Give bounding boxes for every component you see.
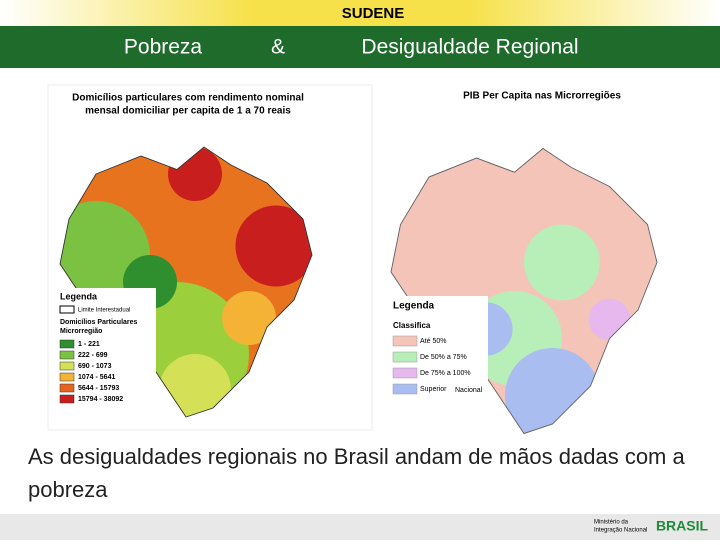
- legend-label: De 75% a 100%: [420, 370, 471, 377]
- legend-group: Microrregião: [60, 328, 102, 335]
- footer-band: [0, 514, 720, 540]
- border-swatch: [59, 305, 75, 314]
- legend-swatch: [59, 361, 75, 371]
- right-map-title: PIB Per Capita nas Microrregiões: [463, 91, 621, 102]
- legend-label: Limite Interestadual: [78, 308, 130, 314]
- title-left: Pobreza: [124, 36, 203, 59]
- legend-label: 5644 - 15793: [78, 385, 119, 392]
- legend-swatch: [59, 383, 75, 393]
- legend-label: 222 - 699: [78, 352, 108, 359]
- caption: As desigualdades regionais no Brasil and…: [28, 444, 685, 502]
- legend-group: Classifica: [393, 321, 431, 330]
- legend-swatch: [392, 351, 418, 363]
- legend-label: 1074 - 5641: [78, 374, 115, 381]
- right-legend-box: [390, 296, 488, 400]
- legend-title: Legenda: [60, 291, 98, 301]
- legend-swatch: [59, 394, 75, 404]
- legend-extra: Nacional: [455, 387, 483, 394]
- legend-label: 1 - 221: [78, 341, 100, 348]
- title-amp: &: [271, 36, 285, 59]
- ministry: Ministério da: [594, 520, 629, 526]
- legend-swatch: [59, 372, 75, 382]
- legend-group: Domicílios Particulares: [60, 319, 138, 326]
- left-map-title: mensal domiciliar per capita de 1 a 70 r…: [85, 106, 291, 117]
- left-map-title: Domicílios particulares com rendimento n…: [72, 93, 304, 104]
- org: SUDENE: [342, 5, 405, 22]
- title-band: [0, 26, 720, 68]
- header-band: [0, 0, 720, 26]
- legend-label: De 50% a 75%: [420, 354, 467, 361]
- legend-swatch: [392, 335, 418, 347]
- legend-label: Superior: [420, 386, 447, 393]
- legend-swatch: [392, 367, 418, 379]
- brand: BRASIL: [656, 518, 709, 534]
- ministry: Integração Nacional: [594, 528, 647, 534]
- legend-label: Até 50%: [420, 338, 446, 345]
- legend-title: Legenda: [393, 301, 435, 312]
- legend-label: 690 - 1073: [78, 363, 112, 370]
- legend-swatch: [392, 383, 418, 395]
- legend-swatch: [59, 350, 75, 360]
- legend-label: 15794 - 38092: [78, 396, 123, 403]
- legend-swatch: [59, 339, 75, 349]
- left-title-box: [56, 88, 324, 120]
- title-right: Desigualdade Regional: [361, 36, 578, 59]
